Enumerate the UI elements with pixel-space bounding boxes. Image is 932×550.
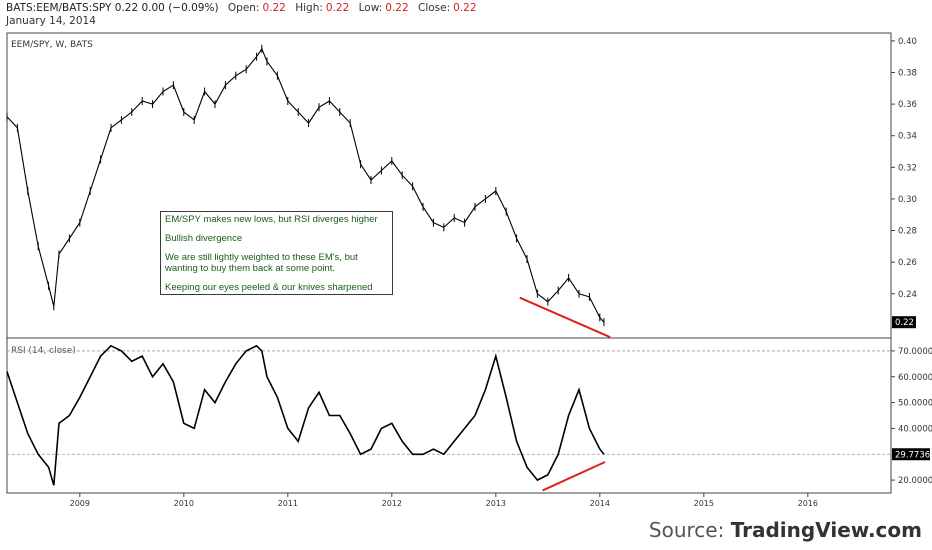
x-tick-label: 2014 bbox=[590, 499, 610, 508]
x-tick-label: 2012 bbox=[382, 499, 402, 508]
x-tick-label: 2011 bbox=[278, 499, 298, 508]
source-prefix: Source: bbox=[648, 518, 725, 542]
price-y-tick-label: 0.36 bbox=[898, 100, 917, 110]
x-tick-label: 2016 bbox=[798, 499, 818, 508]
high-value: 0.22 bbox=[325, 2, 350, 14]
price-y-tick-label: 0.30 bbox=[898, 195, 917, 205]
close-label: Close: bbox=[418, 2, 451, 14]
price-divergence-trendline bbox=[519, 296, 611, 339]
low-value: 0.22 bbox=[385, 2, 409, 14]
price-pane-title: EEM/SPY, W, BATS bbox=[11, 40, 93, 50]
annotation-line-1: EM/SPY makes new lows, but RSI diverges … bbox=[165, 214, 378, 225]
symbol-header: BATS:EEM/BATS:SPY 0.22 0.00 (−0.09%) Ope… bbox=[6, 2, 477, 14]
open-value: 0.22 bbox=[262, 2, 286, 14]
source-credit: Source: TradingView.com bbox=[649, 518, 922, 542]
rsi-y-tick-label: 20.0000 bbox=[898, 476, 932, 486]
close-value: 0.22 bbox=[453, 2, 477, 14]
price-y-tick-label: 0.40 bbox=[898, 37, 917, 47]
rsi-y-tick-label: 60.0000 bbox=[898, 373, 932, 383]
price-y-tick-label: 0.38 bbox=[898, 69, 917, 79]
annotation-line-4: Keeping our eyes peeled & our knives sha… bbox=[165, 282, 373, 293]
annotation-line-2: Bullish divergence bbox=[165, 233, 243, 244]
price-pane-frame bbox=[6, 32, 892, 339]
source-brand: TradingView.com bbox=[730, 518, 922, 542]
rsi-y-tick-label: 40.0000 bbox=[898, 424, 932, 434]
x-tick-label: 2009 bbox=[70, 499, 90, 508]
price-y-tick-label: 0.26 bbox=[898, 258, 917, 268]
price-y-tick-label: 0.32 bbox=[898, 163, 917, 173]
price-y-tick-label: 0.24 bbox=[898, 290, 917, 300]
open-label: Open: bbox=[227, 2, 260, 14]
rsi-pane-frame bbox=[6, 337, 892, 494]
x-tick-label: 2013 bbox=[486, 499, 506, 508]
x-tick-label: 2010 bbox=[174, 499, 194, 508]
symbol-line: BATS:EEM/BATS:SPY 0.22 0.00 (−0.09%) bbox=[6, 2, 219, 14]
rsi-last-value-label: 29.7736 bbox=[895, 450, 930, 460]
annotation-box: EM/SPY makes new lows, but RSI diverges … bbox=[160, 211, 393, 295]
price-y-tick-label: 0.28 bbox=[898, 227, 917, 237]
rsi-y-tick-label: 50.0000 bbox=[898, 399, 932, 409]
rsi-series-line bbox=[6, 344, 605, 486]
date-label: January 14, 2014 bbox=[6, 15, 96, 27]
rsi-divergence-trendline bbox=[542, 461, 606, 492]
high-label: High: bbox=[295, 2, 323, 14]
rsi-y-tick-label: 70.0000 bbox=[898, 347, 932, 357]
annotation-line-3: We are still lightly weighted to these E… bbox=[165, 252, 358, 274]
low-label: Low: bbox=[358, 2, 383, 14]
price-last-value-badge bbox=[892, 316, 916, 329]
price-y-tick-label: 0.34 bbox=[898, 132, 917, 142]
price-last-value-label: 0.22 bbox=[895, 318, 914, 328]
rsi-last-value-badge bbox=[892, 448, 930, 461]
x-tick-label: 2015 bbox=[694, 499, 714, 508]
